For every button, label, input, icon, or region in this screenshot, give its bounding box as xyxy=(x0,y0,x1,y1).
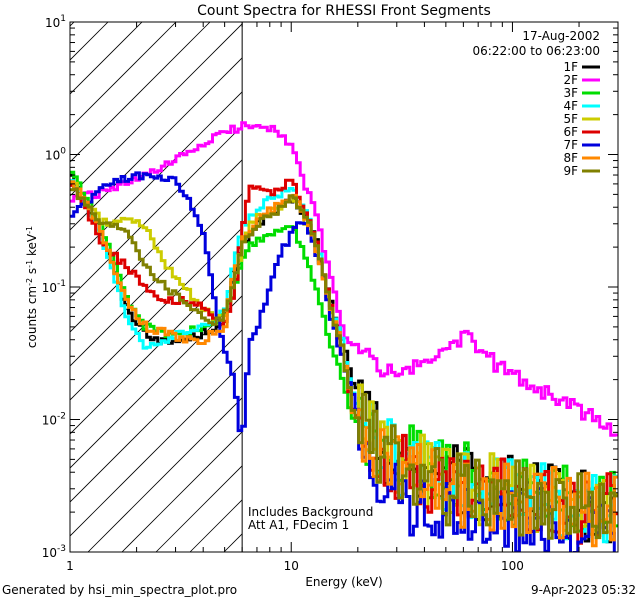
legend-label: 8F xyxy=(563,151,578,165)
y-tick-label: 100 xyxy=(45,147,66,163)
y-tick-label: 10-1 xyxy=(42,279,66,295)
hatch-line xyxy=(70,22,75,27)
y-tick-label: 101 xyxy=(45,14,66,30)
hatch-line xyxy=(87,397,243,552)
x-tick-label: 100 xyxy=(501,559,524,573)
time-range-label: 06:22:00 to 06:23:00 xyxy=(473,44,600,58)
legend-label: 6F xyxy=(563,125,578,139)
legend-label: 7F xyxy=(563,138,578,152)
x-tick-label: 1 xyxy=(66,559,74,573)
hatch-line xyxy=(70,22,143,95)
axis-tick-labels: 1 10 100 10-3 10-2 10-1 100 101 xyxy=(42,14,524,573)
y-label-part: keV xyxy=(25,233,39,260)
legend-label: 2F xyxy=(563,73,578,87)
y-label-part: -1 xyxy=(25,260,34,268)
generated-by: Generated by hsi_min_spectra_plot.pro xyxy=(2,583,237,597)
y-label-part: -2 xyxy=(25,278,34,286)
series-layer xyxy=(70,121,618,552)
legend-label: 9F xyxy=(563,164,578,178)
hatch-line xyxy=(70,22,177,129)
date-label: 17-Aug-2002 xyxy=(522,29,600,43)
y-tick-label: 10-3 xyxy=(42,544,66,560)
hatch-line xyxy=(70,295,243,469)
hatch-line xyxy=(70,193,243,367)
legend-label: 1F xyxy=(563,60,578,74)
x-tick-label: 10 xyxy=(284,559,299,573)
hatch-line xyxy=(121,431,243,552)
hatch-line xyxy=(70,329,243,503)
legend-label: 4F xyxy=(563,99,578,113)
hatch-line xyxy=(70,22,211,163)
axis-ticks xyxy=(69,21,619,553)
y-label-part: counts cm xyxy=(25,286,39,348)
legend-label: 5F xyxy=(563,112,578,126)
legend-label: 3F xyxy=(563,86,578,100)
y-label-part: s xyxy=(25,268,39,278)
plot-frame xyxy=(69,21,619,553)
chart-title: Count Spectra for RHESSI Front Segments xyxy=(197,3,491,19)
y-axis-label: counts cm-2 s-1 keV-1 xyxy=(25,226,40,348)
hatch-line xyxy=(70,23,243,197)
series-9F xyxy=(70,187,618,540)
series-8F xyxy=(70,180,618,548)
hatch-line xyxy=(70,227,243,401)
y-tick-label: 10-2 xyxy=(42,412,66,428)
note-attenuator: Att A1, FDecim 1 xyxy=(248,518,349,532)
hatch-line xyxy=(70,125,243,299)
hatch-line xyxy=(70,57,243,231)
series-3F xyxy=(70,170,618,533)
x-axis-label: Energy (keV) xyxy=(305,575,382,589)
hatch-line xyxy=(70,363,243,537)
generated-date: 9-Apr-2023 05:32 xyxy=(531,583,636,597)
note-background: Includes Background xyxy=(248,505,373,519)
series-2F xyxy=(70,121,618,437)
y-label-part: -1 xyxy=(25,226,34,234)
